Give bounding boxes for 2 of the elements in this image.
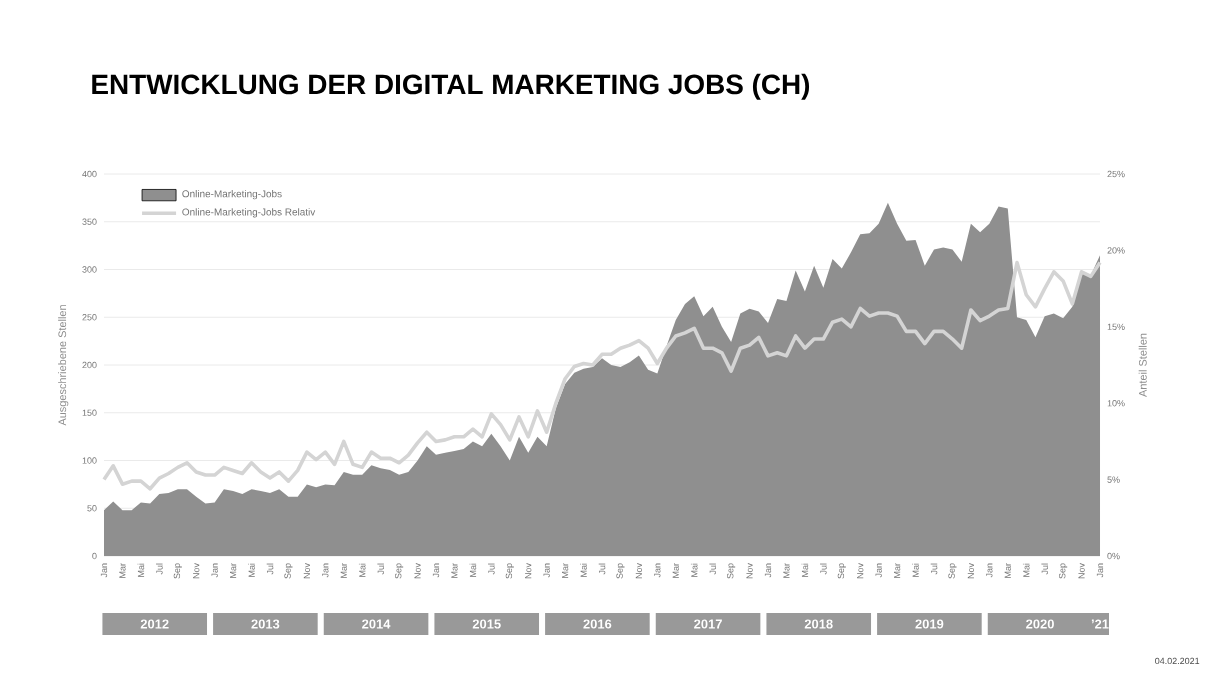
chart-title: ENTWICKLUNG DER DIGITAL MARKETING JOBS (CH) <box>92 73 810 100</box>
line-series <box>102 260 1102 491</box>
